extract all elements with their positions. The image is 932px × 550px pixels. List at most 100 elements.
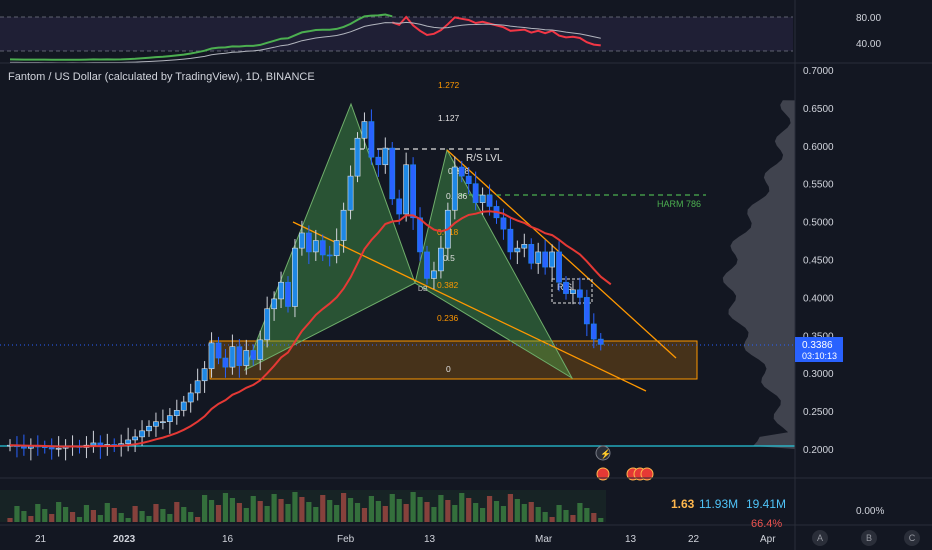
price-tick-label: 0.3000	[803, 369, 834, 380]
volume-axis-label: 0.00%	[856, 506, 884, 517]
volume-bar	[473, 503, 479, 522]
candle-body	[431, 270, 437, 279]
time-tick-label: 16	[222, 534, 234, 545]
time-tick-label: Apr	[760, 534, 776, 545]
volume-bar	[535, 507, 541, 522]
volume-bar	[438, 495, 444, 522]
candle-body	[257, 339, 264, 360]
volume-bar	[466, 498, 472, 522]
volume-bar	[528, 502, 534, 522]
volume-bar	[514, 499, 520, 522]
indicator-value-1: 1.63	[671, 497, 695, 511]
candle-body	[437, 247, 444, 272]
candle-body	[20, 446, 27, 449]
volume-bar	[146, 516, 152, 522]
time-tick-label: 2023	[113, 534, 136, 545]
volume-bar	[556, 505, 562, 522]
volume-bar	[139, 511, 145, 522]
volume-bar	[118, 513, 124, 522]
candle-body	[458, 166, 465, 177]
candle-body	[542, 251, 549, 268]
candle-body	[507, 228, 514, 253]
volume-bar	[160, 509, 166, 522]
candle-body	[521, 244, 528, 249]
volume-bar	[327, 500, 333, 522]
candle-body	[333, 240, 340, 257]
volume-bar	[507, 494, 513, 522]
event-flag-icon	[640, 467, 654, 481]
candle-body	[278, 281, 284, 300]
volume-bar	[480, 508, 486, 522]
rsi-pane	[0, 13, 793, 64]
volume-bar	[264, 506, 270, 522]
candle-body	[528, 244, 535, 264]
price-tick-label: 0.7000	[803, 66, 834, 77]
candle-body	[563, 281, 569, 294]
candle-body	[570, 289, 576, 294]
candle-body	[146, 425, 152, 432]
lightning-glyph: ⚡	[600, 448, 611, 460]
volume-bar	[215, 505, 222, 522]
volume-bar	[257, 501, 263, 522]
candle-body	[354, 137, 361, 177]
candle-body	[465, 175, 472, 184]
volume-bar	[445, 500, 451, 522]
candle-body	[479, 194, 486, 203]
volume-bar	[97, 515, 103, 522]
volume-bar	[21, 511, 27, 522]
indicator-value-3: 19.41M	[746, 497, 786, 511]
volume-bar	[104, 503, 110, 522]
price-tick-label: 0.5000	[803, 218, 834, 229]
candle-body	[243, 350, 250, 366]
volume-bar	[285, 504, 291, 522]
candle-body	[417, 217, 423, 253]
rsi-tick-label: 80.00	[856, 13, 881, 24]
candle-body	[187, 392, 194, 403]
volume-bar	[292, 492, 298, 522]
scale-button-c[interactable]: C	[904, 530, 920, 546]
candle-body	[368, 121, 375, 158]
volume-bar	[396, 499, 402, 522]
volume-bar	[56, 502, 62, 522]
rs-box	[551, 278, 593, 304]
volume-shade	[0, 490, 606, 522]
volume-bar	[542, 512, 548, 522]
volume-bar	[389, 494, 395, 522]
price-tick-label: 0.3500	[803, 331, 834, 342]
candle-body	[55, 447, 62, 450]
time-tick-label: 21	[35, 534, 47, 545]
fib-label: 1.272	[438, 80, 460, 90]
volume-bar	[63, 507, 69, 522]
volume-bar	[584, 508, 590, 522]
volume-bar	[69, 512, 76, 522]
fib-label: 0.236	[437, 313, 459, 323]
scale-button-a[interactable]: A	[812, 530, 828, 546]
volume-bar	[111, 508, 117, 522]
candle-body	[208, 342, 215, 369]
fib-label: 1.127	[438, 113, 460, 123]
volume-bar	[83, 505, 90, 522]
volume-bar	[459, 493, 465, 522]
time-tick-label: 13	[625, 534, 637, 545]
fib-label: 0.888	[448, 166, 470, 176]
indicator-value-2: 11.93M	[699, 497, 738, 511]
candle-body	[305, 232, 312, 253]
indicator-value-4: 66.4%	[751, 518, 782, 530]
volume-bar	[354, 503, 361, 522]
candle-body	[347, 175, 354, 211]
candle-body	[264, 308, 271, 341]
volume-bar	[598, 518, 604, 522]
volume-bar	[570, 515, 576, 522]
candle-body	[173, 410, 180, 416]
lightning-icon	[595, 445, 611, 461]
volume-bar	[188, 512, 194, 522]
scale-button-b[interactable]: B	[861, 530, 877, 546]
volume-bar	[278, 499, 284, 522]
rsi-line-up	[9, 13, 393, 61]
volume-bar	[591, 513, 597, 522]
volume-bar	[42, 509, 48, 522]
candle-body	[549, 251, 555, 268]
